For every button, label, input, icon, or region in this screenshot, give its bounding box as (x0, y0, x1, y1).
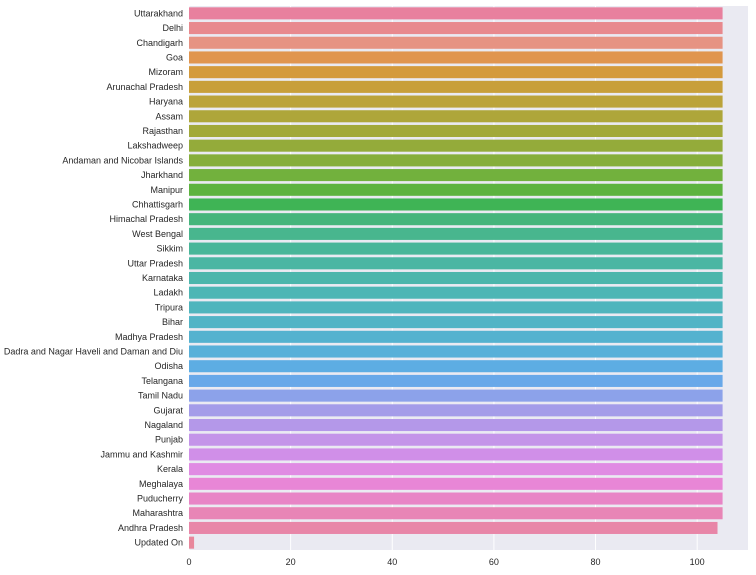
category-label: Bihar (162, 317, 183, 327)
category-label: Chandigarh (136, 38, 183, 48)
bar-ladakh (189, 286, 723, 299)
x-tick-label: 100 (690, 557, 705, 567)
category-label: Telangana (141, 376, 183, 386)
bar-updated-on (189, 536, 195, 549)
bar-gujarat (189, 404, 723, 417)
bar-tamil-nadu (189, 389, 723, 402)
category-label: Arunachal Pradesh (106, 82, 183, 92)
category-label: Dadra and Nagar Haveli and Daman and Diu (4, 347, 183, 357)
bar-punjab (189, 433, 723, 446)
category-label: Goa (166, 52, 183, 62)
bar-karnataka (189, 271, 723, 285)
category-label: Jharkhand (141, 170, 183, 180)
category-label: Kerala (157, 464, 183, 474)
bar-lakshadweep (189, 139, 723, 152)
bar-sikkim (189, 242, 723, 255)
category-label: Karnataka (142, 273, 183, 283)
category-label: Delhi (162, 23, 183, 33)
category-label: Andaman and Nicobar Islands (62, 155, 183, 165)
bar-uttarakhand (189, 7, 723, 20)
bar-bihar (189, 316, 723, 329)
x-tick-label: 60 (489, 557, 499, 567)
category-label: Madhya Pradesh (115, 332, 183, 342)
bar-odisha (189, 360, 723, 373)
bar-west-bengal (189, 227, 723, 240)
category-label: Ladakh (153, 288, 183, 298)
bar-arunachal-pradesh (189, 80, 723, 93)
bar-rajasthan (189, 124, 723, 138)
bar-assam (189, 110, 723, 123)
category-label: Mizoram (148, 67, 183, 77)
bar-goa (189, 51, 723, 64)
bar-jharkhand (189, 169, 723, 182)
bars (189, 7, 723, 549)
category-label: Rajasthan (142, 126, 183, 136)
bar-madhya-pradesh (189, 330, 723, 343)
category-label: West Bengal (132, 229, 183, 239)
bar-dadra-and-nagar-haveli-and-daman-and-diu (189, 345, 723, 358)
bar-nagaland (189, 418, 723, 432)
bar-meghalaya (189, 477, 723, 490)
category-label: Assam (155, 111, 183, 121)
category-label: Jammu and Kashmir (100, 449, 183, 459)
x-tick-label: 20 (286, 557, 296, 567)
category-label: Tamil Nadu (138, 391, 183, 401)
category-label: Andhra Pradesh (118, 523, 183, 533)
category-label: Gujarat (153, 405, 183, 415)
category-label: Tripura (155, 302, 183, 312)
category-label: Haryana (149, 97, 183, 107)
category-label: Himachal Pradesh (109, 214, 183, 224)
bar-andaman-and-nicobar-islands (189, 154, 723, 167)
category-label: Nagaland (144, 420, 183, 430)
x-tick-label: 0 (186, 557, 191, 567)
bar-chandigarh (189, 36, 723, 49)
bar-manipur (189, 183, 723, 196)
category-labels: Uttarakhand Delhi Chandigarh Goa Mizoram Arun… (4, 8, 184, 547)
category-label: Chhattisgarh (132, 199, 183, 209)
bar-puducherry (189, 492, 723, 505)
bar-kerala (189, 463, 723, 476)
category-label: Manipur (150, 185, 183, 195)
category-label: Sikkim (157, 244, 184, 254)
x-tick-label: 80 (591, 557, 601, 567)
x-tick-labels: 0 20 40 60 80 100 (186, 557, 704, 567)
category-label: Lakshadweep (127, 141, 183, 151)
category-label: Punjab (155, 435, 183, 445)
bar-maharashtra (189, 507, 723, 520)
category-label: Puducherry (137, 494, 184, 504)
bar-andhra-pradesh (189, 521, 718, 534)
category-label: Meghalaya (139, 479, 183, 489)
bar-himachal-pradesh (189, 213, 723, 226)
bar-telangana (189, 374, 723, 387)
bar-uttar-pradesh (189, 257, 723, 270)
bar-tripura (189, 301, 723, 314)
bar-jammu-and-kashmir (189, 448, 723, 461)
category-label: Maharashtra (132, 508, 183, 518)
bar-mizoram (189, 66, 723, 79)
category-label: Uttar Pradesh (127, 258, 183, 268)
bar-haryana (189, 95, 723, 108)
bar-chhattisgarh (189, 198, 723, 211)
x-tick-label: 40 (387, 557, 397, 567)
category-label: Odisha (154, 361, 183, 371)
category-label: Uttarakhand (134, 8, 183, 18)
bar-delhi (189, 22, 723, 35)
category-label: Updated On (134, 538, 183, 548)
